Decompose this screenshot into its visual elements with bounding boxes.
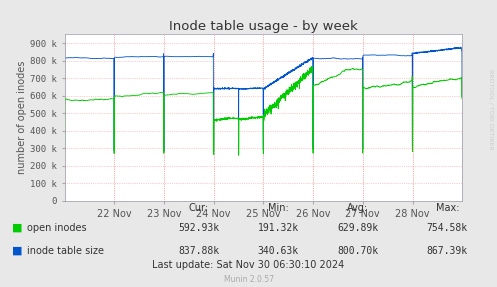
Text: Last update: Sat Nov 30 06:30:10 2024: Last update: Sat Nov 30 06:30:10 2024 <box>153 260 344 270</box>
Text: 340.63k: 340.63k <box>258 246 299 256</box>
Text: Munin 2.0.57: Munin 2.0.57 <box>224 275 273 284</box>
Text: Cur:: Cur: <box>189 203 209 213</box>
Text: ■: ■ <box>12 246 23 256</box>
Text: 800.70k: 800.70k <box>337 246 378 256</box>
Text: Min:: Min: <box>268 203 289 213</box>
Text: 754.58k: 754.58k <box>427 223 468 233</box>
Text: RRDTOOL / TOBI OETIKER: RRDTOOL / TOBI OETIKER <box>489 69 494 150</box>
Text: ■: ■ <box>12 223 23 233</box>
Text: 867.39k: 867.39k <box>427 246 468 256</box>
Text: open inodes: open inodes <box>27 223 87 233</box>
Y-axis label: number of open inodes: number of open inodes <box>17 61 27 174</box>
Text: 629.89k: 629.89k <box>337 223 378 233</box>
Text: Max:: Max: <box>435 203 459 213</box>
Text: 191.32k: 191.32k <box>258 223 299 233</box>
Text: 837.88k: 837.88k <box>178 246 219 256</box>
Title: Inode table usage - by week: Inode table usage - by week <box>169 20 358 33</box>
Text: 592.93k: 592.93k <box>178 223 219 233</box>
Text: Avg:: Avg: <box>347 203 368 213</box>
Text: inode table size: inode table size <box>27 246 104 256</box>
